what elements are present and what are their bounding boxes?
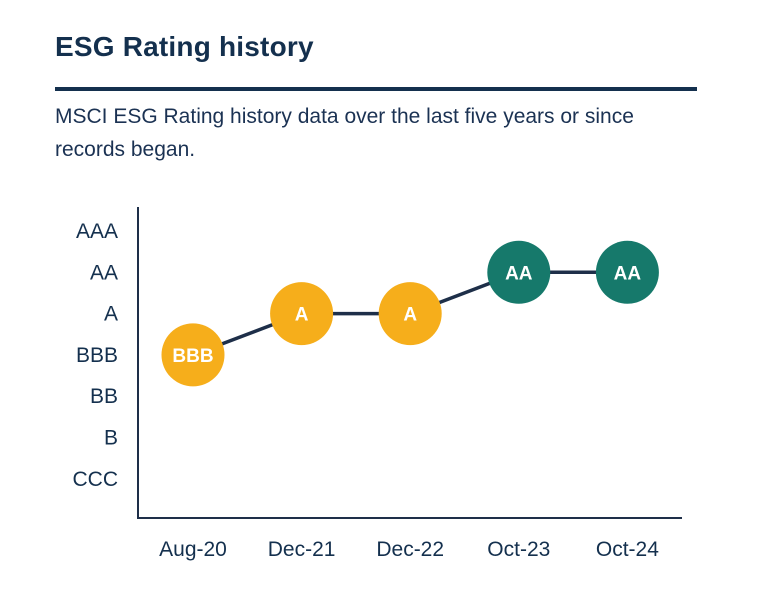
x-axis-label: Aug-20 [159,538,227,561]
title-divider [55,87,697,91]
y-axis-label: AAA [76,220,118,243]
rating-point [595,240,659,304]
y-axis-label: A [104,303,118,326]
y-axis-label: B [104,427,118,450]
x-axis-label: Dec-21 [268,538,336,561]
y-axis-label: BBB [76,344,118,367]
x-axis-label: Oct-23 [487,538,550,561]
page-subtitle: MSCI ESG Rating history data over the la… [55,105,634,161]
rating-point [270,282,334,346]
rating-point-label: BBB [172,346,213,367]
rating-point-label: A [403,305,417,326]
rating-point-label: A [295,305,309,326]
rating-point-label: AA [505,263,533,284]
x-axis-label: Oct-24 [596,538,659,561]
y-axis-label: CCC [73,468,119,491]
rating-point [487,240,551,304]
rating-point [378,282,442,346]
page-title: ESG Rating history [55,31,314,62]
x-axis-label: Dec-22 [376,538,444,561]
rating-point [161,323,225,387]
y-axis-label: BB [90,385,118,408]
y-axis-label: AA [90,261,118,284]
rating-point-label: AA [614,263,642,284]
